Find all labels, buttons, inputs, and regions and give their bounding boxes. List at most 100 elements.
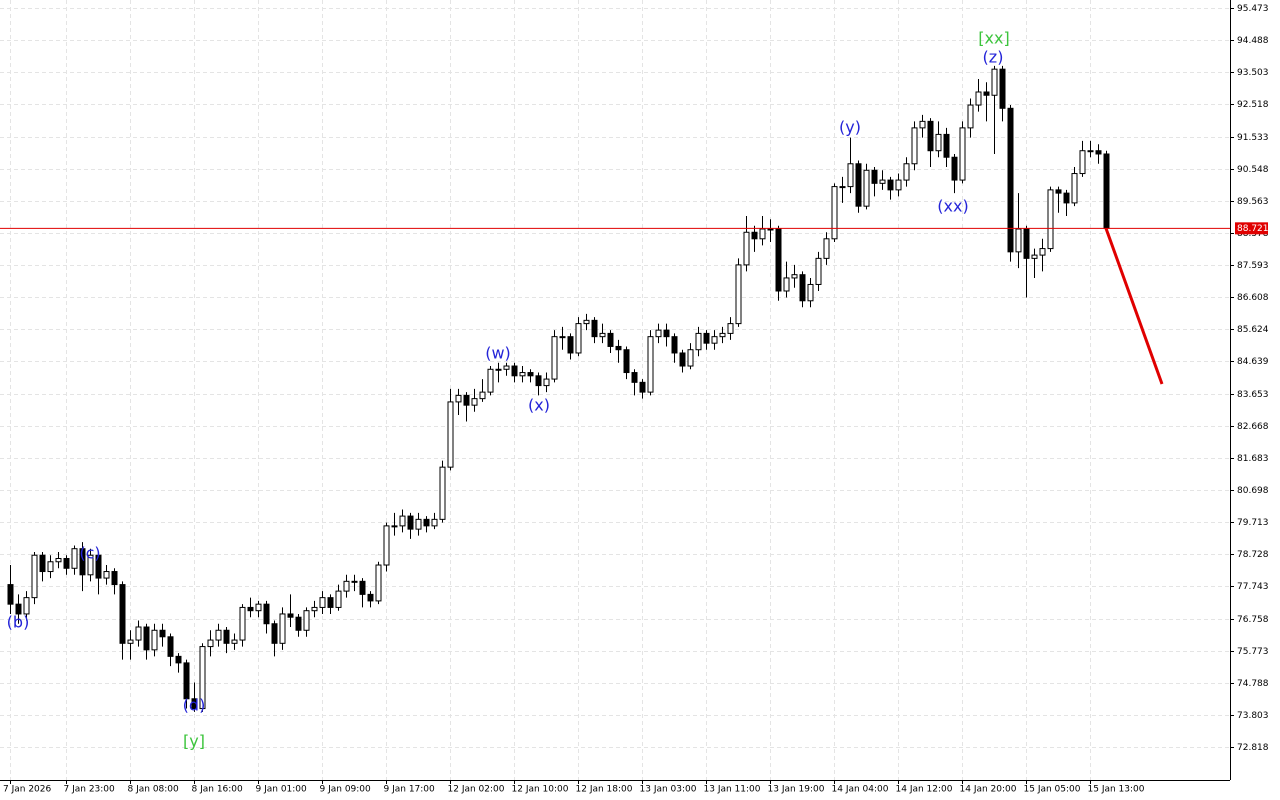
plot: (b) (c) (d) [y] (w) (x) (y) (xx) (z)[xx] <box>0 29 1230 751</box>
x-tick-label: 12 Jan 10:00 <box>512 785 569 795</box>
candle-body <box>79 548 86 576</box>
candle-body <box>271 623 278 644</box>
wave-label: (x) <box>528 396 550 415</box>
x-tick-label: 14 Jan 20:00 <box>960 785 1017 795</box>
candle-body <box>951 156 958 181</box>
candle-body <box>623 349 630 374</box>
candle-body <box>119 584 126 644</box>
wave-label: (y) <box>839 118 861 137</box>
x-tick-label: 9 Jan 09:00 <box>320 785 372 795</box>
candle-body <box>1103 153 1110 229</box>
y-tick-label: 94.488 <box>1237 36 1269 46</box>
candle-body <box>1071 173 1078 204</box>
candle-body <box>919 120 926 129</box>
axes: 72.818 73.803 74.788 75.773 76.758 77.743 78.7… <box>3 4 1269 795</box>
candle-body <box>647 336 654 393</box>
candle-body <box>1031 254 1038 259</box>
candle-body <box>127 639 134 644</box>
candle-body <box>495 368 502 371</box>
candle-body <box>727 323 734 334</box>
candle-body <box>375 564 382 602</box>
candle-body <box>487 368 494 393</box>
candle-body <box>103 571 110 579</box>
candle-body <box>519 372 526 377</box>
x-tick-label: 12 Jan 18:00 <box>576 785 633 795</box>
candle-body <box>967 104 974 129</box>
candle-body <box>839 186 846 189</box>
candle-body <box>383 525 390 566</box>
candle-body <box>351 580 358 583</box>
candle-body <box>1087 150 1094 153</box>
candle-body <box>95 554 102 579</box>
candle-body <box>1015 228 1022 253</box>
candle-body <box>319 597 326 608</box>
price-label: 88.721 <box>1237 224 1269 234</box>
candle-body <box>159 629 166 638</box>
candle-body <box>671 336 678 354</box>
candle-body <box>943 133 950 158</box>
y-tick-label: 72.818 <box>1237 743 1269 753</box>
candle-body <box>399 515 406 527</box>
candle-body <box>927 120 934 152</box>
x-tick-label: 7 Jan 2026 <box>3 785 51 795</box>
candle-body <box>631 372 638 383</box>
y-tick-label: 83.653 <box>1237 390 1269 400</box>
candle-body <box>711 336 718 344</box>
candle-body <box>287 613 294 618</box>
x-tick-label: 8 Jan 16:00 <box>192 785 244 795</box>
candle-body <box>695 332 702 351</box>
y-tick-label: 93.503 <box>1237 68 1269 78</box>
candle-body <box>479 391 486 400</box>
candle-body <box>143 626 150 651</box>
candle-body <box>207 639 214 648</box>
candle-body <box>887 179 894 191</box>
candle-body <box>423 518 430 527</box>
candle-body <box>439 466 446 520</box>
candle-body <box>87 554 94 576</box>
candle-body <box>535 375 542 387</box>
candle-body <box>431 518 438 527</box>
candle-body <box>167 636 174 657</box>
x-tick-label: 9 Jan 01:00 <box>256 785 308 795</box>
candle-body <box>687 349 694 367</box>
candle-body <box>903 163 910 181</box>
candle-body <box>391 525 398 528</box>
candle-body <box>503 365 510 370</box>
wave-label: (w) <box>485 344 511 363</box>
y-tick-label: 82.668 <box>1237 422 1269 432</box>
candle-body <box>751 231 758 240</box>
candle-body <box>327 597 334 608</box>
y-tick-label: 91.533 <box>1237 133 1269 143</box>
candle-body <box>151 629 158 651</box>
candle-body <box>175 655 182 664</box>
candle-body <box>975 91 982 106</box>
y-tick-label: 95.473 <box>1237 4 1269 14</box>
candle-body <box>407 515 414 530</box>
wave-label: (z) <box>983 48 1004 67</box>
candle-body <box>335 590 342 608</box>
candle-body <box>295 616 302 631</box>
candle-body <box>1079 150 1086 175</box>
candle-body <box>1047 189 1054 250</box>
candle-body <box>559 336 566 339</box>
candle-body <box>879 179 886 184</box>
candle-body <box>799 274 806 302</box>
y-tick-label: 79.713 <box>1237 518 1269 528</box>
y-tick-label: 76.758 <box>1237 615 1269 625</box>
candle-body <box>343 580 350 592</box>
wave-label: (b) <box>7 613 30 632</box>
y-tick-label: 78.728 <box>1237 550 1269 560</box>
candle-body <box>663 329 670 338</box>
wave-label: (c) <box>79 544 100 563</box>
candle-body <box>639 381 646 393</box>
candle-body <box>615 345 622 351</box>
candle-body <box>607 332 614 347</box>
x-tick-label: 13 Jan 19:00 <box>768 785 825 795</box>
candle-body <box>991 68 998 96</box>
candle-body <box>303 610 310 631</box>
candle-body <box>23 597 30 615</box>
candle-body <box>847 163 854 188</box>
y-tick-label: 85.624 <box>1237 325 1269 335</box>
